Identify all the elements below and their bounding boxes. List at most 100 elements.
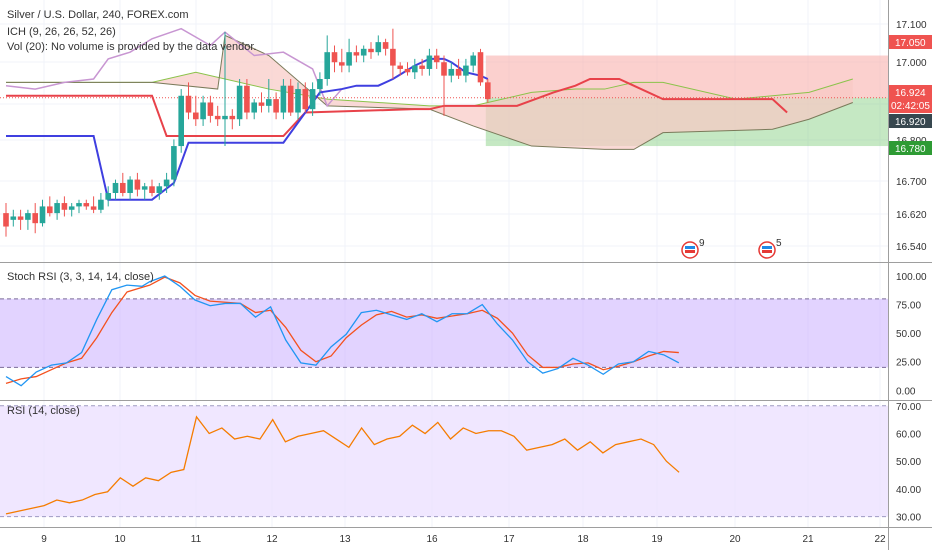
price-tick-label: 16.620 bbox=[896, 210, 927, 221]
stoch-tick-label: 0.00 bbox=[896, 386, 916, 397]
price-tick-label: 16.540 bbox=[896, 242, 927, 253]
candle-body bbox=[382, 42, 389, 49]
candle bbox=[339, 48, 345, 73]
flag-stripe bbox=[685, 250, 695, 253]
candle bbox=[368, 42, 374, 59]
rsi-tick-label: 70.00 bbox=[896, 402, 921, 413]
time-tick-label: 18 bbox=[577, 534, 589, 545]
candle bbox=[258, 92, 265, 113]
candle-body bbox=[47, 206, 53, 214]
flag-stripe bbox=[762, 250, 772, 253]
time-tick-label: 22 bbox=[874, 534, 886, 545]
rsi-grid bbox=[0, 405, 888, 518]
candle bbox=[353, 45, 360, 63]
candle bbox=[68, 203, 75, 217]
time-tick-label: 21 bbox=[802, 534, 814, 545]
candle bbox=[302, 82, 309, 113]
candle bbox=[127, 176, 133, 200]
candle-body bbox=[412, 65, 418, 73]
stoch-tick-label: 100.00 bbox=[896, 272, 927, 283]
time-axis[interactable]: 9 10 11 12 13 16 17 18 19 20 21 22 bbox=[41, 534, 886, 545]
candle bbox=[360, 45, 367, 63]
candle bbox=[397, 62, 403, 76]
candle bbox=[390, 28, 396, 79]
candle bbox=[375, 35, 382, 56]
lagging-span-line bbox=[5, 27, 343, 108]
candle bbox=[141, 182, 148, 200]
candle-body bbox=[302, 89, 309, 110]
candle bbox=[156, 182, 163, 200]
rsi-tick-label: 50.00 bbox=[896, 457, 921, 468]
candle bbox=[39, 199, 46, 227]
candle bbox=[455, 58, 462, 79]
candle-body bbox=[390, 48, 396, 66]
entry-price-tag: 16.920 bbox=[889, 114, 932, 128]
candle-body bbox=[32, 213, 38, 224]
candle-body bbox=[54, 203, 60, 214]
candle bbox=[149, 179, 155, 197]
candle bbox=[207, 95, 214, 123]
candle bbox=[76, 199, 82, 214]
candle bbox=[90, 196, 97, 214]
candle-body bbox=[339, 62, 345, 66]
current-price-bg bbox=[889, 85, 932, 113]
candle bbox=[200, 95, 206, 126]
entry-price-tag-text: 16.920 bbox=[895, 117, 926, 128]
candle bbox=[105, 186, 111, 207]
cloud-fill bbox=[6, 35, 853, 150]
rsi-tick-label: 40.00 bbox=[896, 485, 921, 496]
stop-price-tag: 16.780 bbox=[889, 141, 932, 155]
candle-body bbox=[222, 115, 228, 120]
candle-body bbox=[433, 55, 440, 63]
candle bbox=[463, 58, 469, 83]
candle bbox=[61, 196, 68, 217]
candle-body bbox=[375, 42, 382, 53]
candle bbox=[382, 38, 389, 56]
entry-price-tag-bg bbox=[889, 114, 932, 128]
stoch-rsi-legend[interactable]: Stoch RSI (3, 3, 14, 14, close) bbox=[7, 271, 154, 283]
stoch-grid bbox=[0, 298, 888, 368]
time-tick-label: 20 bbox=[729, 534, 741, 545]
target-price-tag-text: 17.050 bbox=[895, 38, 926, 49]
candle bbox=[251, 99, 257, 120]
candle-body bbox=[68, 206, 75, 210]
candle-body bbox=[214, 115, 221, 120]
candle-body bbox=[244, 85, 250, 113]
candle-body bbox=[229, 115, 236, 120]
candle-body bbox=[266, 99, 272, 106]
candle-body bbox=[287, 85, 294, 113]
candle-body bbox=[17, 216, 24, 220]
candle bbox=[477, 48, 484, 86]
candle bbox=[185, 82, 192, 120]
candle bbox=[433, 48, 440, 69]
candle bbox=[309, 82, 316, 116]
candle-body bbox=[61, 203, 68, 210]
candle-body bbox=[280, 85, 287, 113]
volume-legend[interactable]: Vol (20): No volume is provided by the d… bbox=[7, 41, 256, 53]
candle-body bbox=[90, 206, 97, 210]
current-price-text: 16.924 bbox=[895, 88, 926, 99]
event-count: 9 bbox=[699, 238, 705, 249]
candle-body bbox=[448, 68, 455, 76]
stoch-d-line bbox=[5, 276, 679, 385]
rsi-legend[interactable]: RSI (14, close) bbox=[7, 405, 80, 417]
time-tick-label: 17 bbox=[503, 534, 515, 545]
candle bbox=[193, 95, 199, 126]
ichimoku-legend[interactable]: ICH (9, 26, 26, 52, 26) bbox=[7, 26, 116, 38]
candle-body bbox=[273, 99, 279, 113]
candle bbox=[178, 89, 184, 153]
overbought-oversold-band bbox=[0, 298, 888, 368]
candle-body bbox=[3, 213, 9, 227]
candle bbox=[171, 139, 177, 187]
candle bbox=[346, 38, 352, 73]
candle-body bbox=[426, 55, 433, 69]
symbol-legend[interactable]: Silver / U.S. Dollar, 240, FOREX.com bbox=[7, 9, 189, 21]
candle-body bbox=[163, 179, 170, 187]
candle bbox=[32, 203, 38, 234]
flag-stripe bbox=[685, 246, 695, 249]
stoch-rsi-pane[interactable] bbox=[0, 275, 888, 387]
rsi-pane[interactable] bbox=[0, 405, 888, 518]
